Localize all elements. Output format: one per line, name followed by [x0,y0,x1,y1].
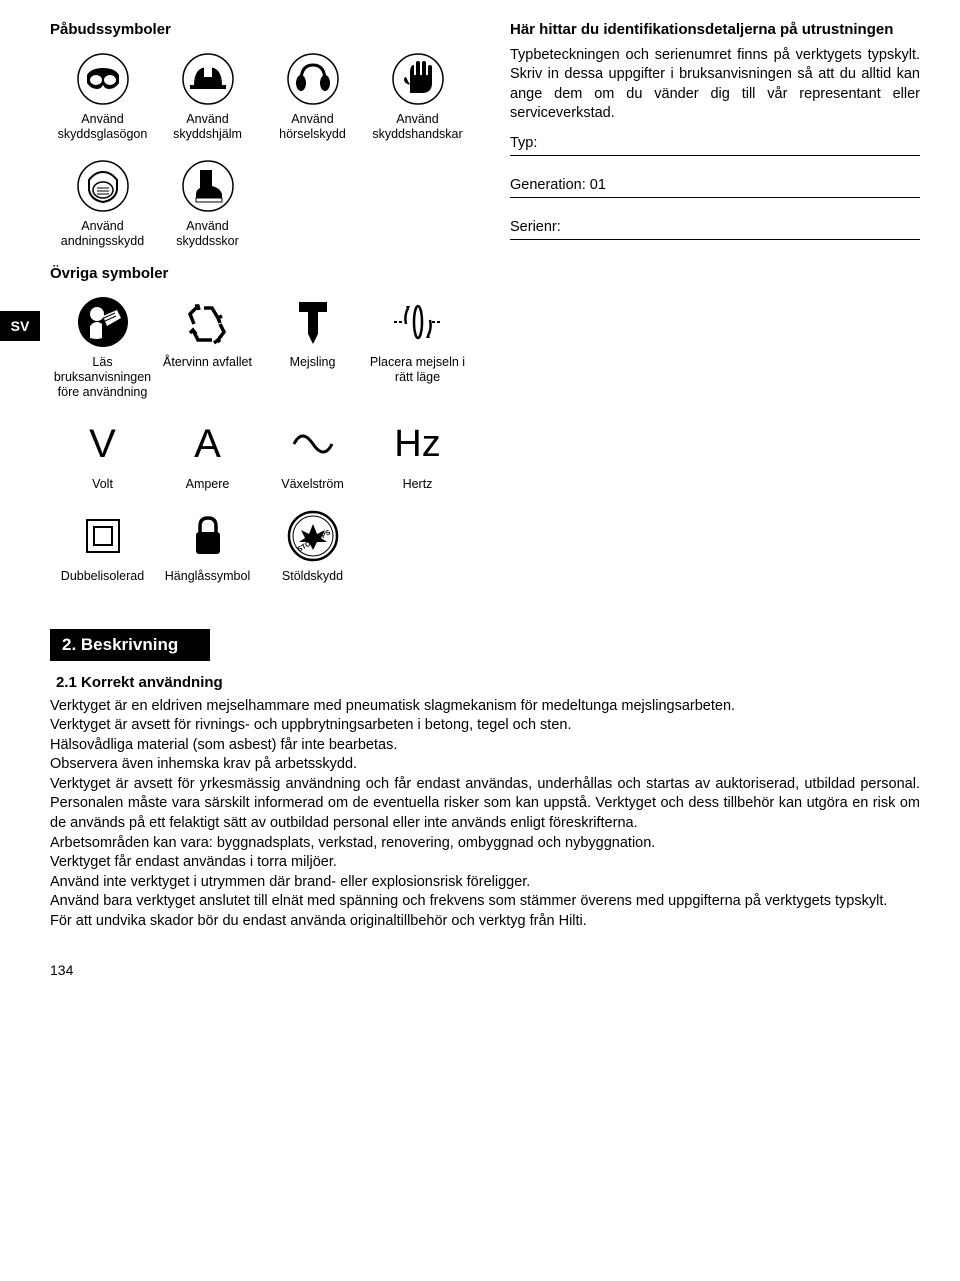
units-grid: V Volt A Ampere Växelström Hz Hertz [50,415,480,507]
padlock-icon [155,507,260,565]
symbol-ac: Växelström [260,415,365,492]
position-chisel-label: Placera mejseln i rätt läge [365,355,470,385]
symbol-gloves: Använd skyddshandskar [365,50,470,142]
serienr-line: Serienr: [510,218,920,240]
helmet-label: Använd skyddshjälm [155,112,260,142]
ampere-label: Ampere [155,477,260,492]
volt-icon: V [89,415,116,473]
gloves-label: Använd skyddshandskar [365,112,470,142]
goggles-label: Använd skyddsglasögon [50,112,155,142]
symbol-boots: Använd skyddsskor [155,157,260,249]
gloves-icon [365,50,470,108]
symbol-goggles: Använd skyddsglasögon [50,50,155,142]
symbol-volt: V Volt [50,415,155,492]
p1: Verktyget är en eldriven mejselhammare m… [50,698,735,714]
p10: För att undvika skador bör du endast anv… [50,913,587,929]
theft-protect-icon: STOP! TPS [260,507,365,565]
misc-grid: Dubbelisolerad Hänglåssymbol STOP! TPS S… [50,507,480,599]
symbol-theft-protect: STOP! TPS Stöldskydd [260,507,365,584]
generation-label: Generation: 01 [510,176,606,197]
boots-label: Använd skyddsskor [155,219,260,249]
language-tab: SV [0,311,40,341]
double-insulated-label: Dubbelisolerad [50,569,155,584]
symbol-double-insulated: Dubbelisolerad [50,507,155,584]
symbol-chisel: Mejsling [260,293,365,400]
position-chisel-icon [365,293,470,351]
boots-icon [155,157,260,215]
section-2-banner: 2. Beskrivning [50,629,210,661]
serienr-label: Serienr: [510,218,561,239]
read-manual-label: Läs bruksanvisningen före användning [50,355,155,400]
p8: Använd inte verktyget i utrymmen där bra… [50,874,530,890]
typ-label: Typ: [510,134,537,155]
p2: Verktyget är avsett för rivnings- och up… [50,717,572,733]
chisel-label: Mejsling [260,355,365,370]
mandatory-symbols-title: Påbudssymboler [50,20,480,40]
ac-label: Växelström [260,477,365,492]
p6: Arbetsområden kan vara: byggnadsplats, v… [50,835,655,851]
symbol-helmet: Använd skyddshjälm [155,50,260,142]
symbol-hertz: Hz Hertz [365,415,470,492]
ampere-icon: A [194,415,221,473]
helmet-icon [155,50,260,108]
p3: Hälsovådliga material (som asbest) får i… [50,737,397,753]
generation-line: Generation: 01 [510,176,920,198]
identification-body: Typbeteckningen och serienumret finns på… [510,46,920,124]
respirator-label: Använd andningsskydd [50,219,155,249]
typ-line: Typ: [510,134,920,156]
other-symbols-title: Övriga symboler [50,264,480,284]
mandatory-symbols-grid: Använd skyddsglasögon Använd skyddshjälm… [50,50,480,264]
chisel-icon [260,293,365,351]
symbol-recycle: Återvinn avfallet [155,293,260,400]
ac-icon [260,415,365,473]
volt-label: Volt [50,477,155,492]
earmuffs-icon [260,50,365,108]
p9: Använd bara verktyget anslutet till elnä… [50,893,887,909]
symbol-read-manual: Läs bruksanvisningen före användning [50,293,155,400]
section-2-body: Verktyget är en eldriven mejselhammare m… [50,697,920,932]
theft-protect-label: Stöldskydd [260,569,365,584]
hertz-label: Hertz [365,477,470,492]
recycle-icon [155,293,260,351]
read-manual-icon [50,293,155,351]
goggles-icon [50,50,155,108]
symbol-padlock: Hänglåssymbol [155,507,260,584]
p7: Verktyget får endast användas i torra mi… [50,854,337,870]
section-2-1-title: 2.1 Korrekt användning [56,673,920,693]
symbol-earmuffs: Använd hörselskydd [260,50,365,142]
p4: Observera även inhemska krav på arbetssk… [50,756,357,772]
page-number: 134 [50,961,920,979]
earmuffs-label: Använd hörselskydd [260,112,365,142]
p5: Verktyget är avsett för yrkesmässig anvä… [50,776,920,831]
symbol-respirator: Använd andningsskydd [50,157,155,249]
other-symbols-grid: Läs bruksanvisningen före användning Åte… [50,293,480,415]
recycle-label: Återvinn avfallet [155,355,260,370]
hertz-icon: Hz [394,415,440,473]
padlock-label: Hänglåssymbol [155,569,260,584]
identification-title: Här hittar du identifikationsdetaljerna … [510,20,920,40]
double-insulated-icon [50,507,155,565]
symbol-position-chisel: Placera mejseln i rätt läge [365,293,470,400]
respirator-icon [50,157,155,215]
symbol-ampere: A Ampere [155,415,260,492]
